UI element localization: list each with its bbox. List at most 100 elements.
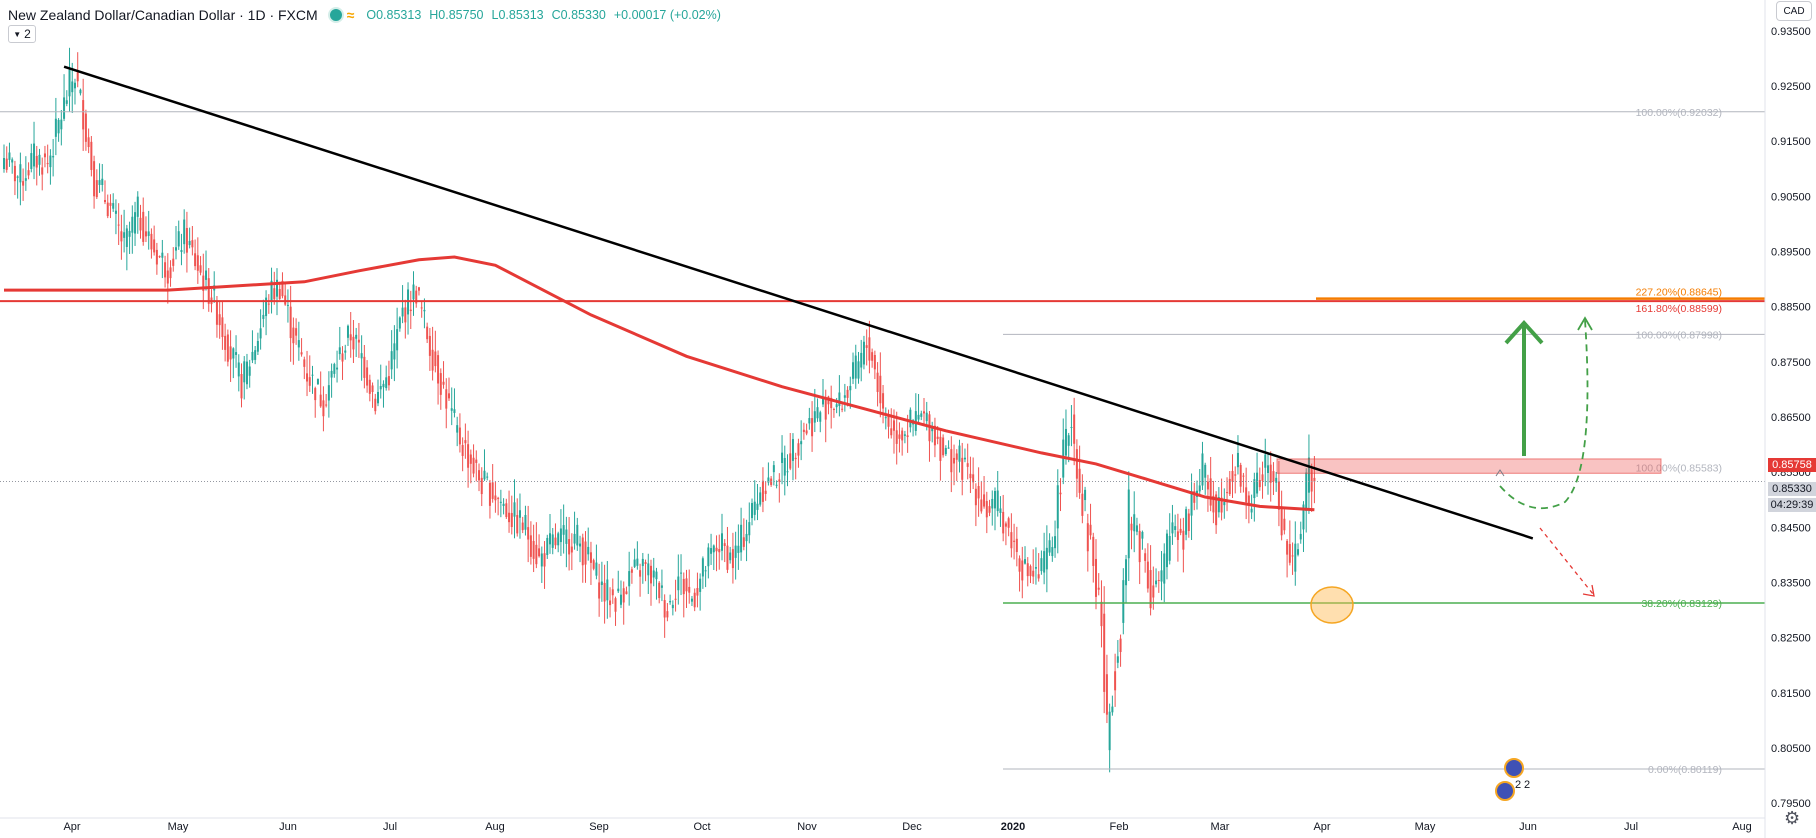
- candle-body: [65, 100, 68, 104]
- candle-body: [901, 430, 904, 441]
- currency-button[interactable]: CAD: [1776, 1, 1812, 21]
- candle-body: [1201, 453, 1204, 486]
- candle-body: [882, 393, 885, 409]
- candle-body: [966, 463, 969, 467]
- candle-body: [346, 325, 349, 338]
- candle-body: [761, 480, 764, 502]
- candle-body: [458, 427, 461, 445]
- candle-body: [218, 314, 221, 326]
- candle-body: [431, 349, 434, 371]
- candle-body: [587, 546, 590, 555]
- candle-body: [527, 527, 530, 540]
- symbol-title[interactable]: New Zealand Dollar/Canadian Dollar · 1D …: [8, 7, 318, 23]
- chevron-down-icon: ▼: [13, 29, 22, 39]
- candle-body: [516, 515, 519, 534]
- candle-body: [909, 409, 912, 428]
- candle-body: [849, 385, 852, 391]
- candle-body: [862, 341, 865, 365]
- candle-body: [1209, 478, 1212, 506]
- candle-body: [1127, 489, 1130, 559]
- candle-body: [510, 513, 513, 528]
- candle-body: [660, 585, 663, 588]
- candle-body: [420, 307, 423, 309]
- candle-body: [963, 457, 966, 460]
- candle-body: [707, 547, 710, 567]
- y-tick-label: 0.86500: [1771, 412, 1811, 424]
- candle-body: [333, 364, 336, 374]
- candle-body: [933, 425, 936, 446]
- candle-body: [1182, 530, 1185, 550]
- candle-body: [576, 524, 579, 546]
- candle-body: [1059, 492, 1062, 495]
- candle-body: [906, 435, 909, 438]
- candle-body: [1264, 454, 1267, 468]
- candle-body: [437, 355, 440, 384]
- x-tick-label: Jun: [1519, 821, 1537, 833]
- candle-body: [284, 295, 287, 305]
- candle-body: [745, 533, 748, 542]
- candle-body: [254, 350, 257, 360]
- candle-body: [835, 404, 838, 408]
- candle-body: [1266, 465, 1269, 474]
- candle-body: [499, 501, 502, 503]
- candle-body: [830, 397, 833, 409]
- candle-body: [1002, 511, 1005, 534]
- candle-body: [262, 314, 265, 319]
- candle-body: [139, 217, 142, 231]
- gear-icon[interactable]: ⚙: [1784, 808, 1801, 828]
- candle-body: [502, 503, 505, 506]
- candle-body: [611, 589, 614, 596]
- candle-body: [931, 426, 934, 432]
- candle-body: [1179, 528, 1182, 533]
- candle-body: [357, 339, 360, 343]
- candle-body: [16, 176, 19, 178]
- candle-body: [486, 476, 489, 478]
- candle-body: [1171, 522, 1174, 534]
- candle-body: [1086, 523, 1089, 552]
- candle-body: [1193, 490, 1196, 503]
- candle-body: [598, 582, 601, 599]
- candle-body: [24, 178, 27, 181]
- candle-body: [426, 326, 429, 340]
- candle-body: [1242, 475, 1245, 477]
- candle-body: [557, 533, 560, 546]
- candle-body: [404, 307, 407, 323]
- candle-body: [955, 453, 958, 460]
- candle-body: [256, 341, 259, 352]
- candle-body: [232, 348, 235, 359]
- candle-body: [289, 306, 292, 339]
- candle-body: [677, 576, 680, 591]
- candle-body: [442, 381, 445, 385]
- candle-body: [974, 488, 977, 506]
- candle-body: [972, 474, 975, 483]
- candle-body: [240, 374, 243, 399]
- candle-body: [164, 262, 167, 278]
- candle-body: [535, 544, 538, 565]
- candle-body: [666, 611, 669, 618]
- candle-body: [1176, 531, 1179, 540]
- y-tick-label: 0.82500: [1771, 633, 1811, 645]
- candle-body: [106, 202, 109, 217]
- candle-body: [245, 361, 248, 385]
- candle-body: [314, 388, 317, 401]
- indicators-toggle-button[interactable]: ▼ 2: [8, 25, 36, 43]
- candle-body: [581, 537, 584, 566]
- candle-body: [243, 361, 246, 383]
- candle-body: [923, 411, 926, 414]
- candle-body: [617, 588, 620, 592]
- candle-body: [715, 547, 718, 552]
- candle-body: [57, 119, 60, 134]
- candle-body: [696, 588, 699, 596]
- candle-body: [944, 448, 947, 455]
- candle-body: [1067, 435, 1070, 446]
- candle-body: [177, 231, 180, 247]
- candle-body: [393, 343, 396, 360]
- candle-body: [229, 346, 232, 360]
- ohlc-values: O0.85313 H0.85750 L0.85313 C0.85330 +0.0…: [366, 8, 721, 22]
- candle-body: [650, 565, 653, 584]
- candle-body: [625, 591, 628, 595]
- candle-body: [1095, 558, 1097, 597]
- candle-body: [1043, 551, 1046, 573]
- candle-body: [22, 181, 25, 186]
